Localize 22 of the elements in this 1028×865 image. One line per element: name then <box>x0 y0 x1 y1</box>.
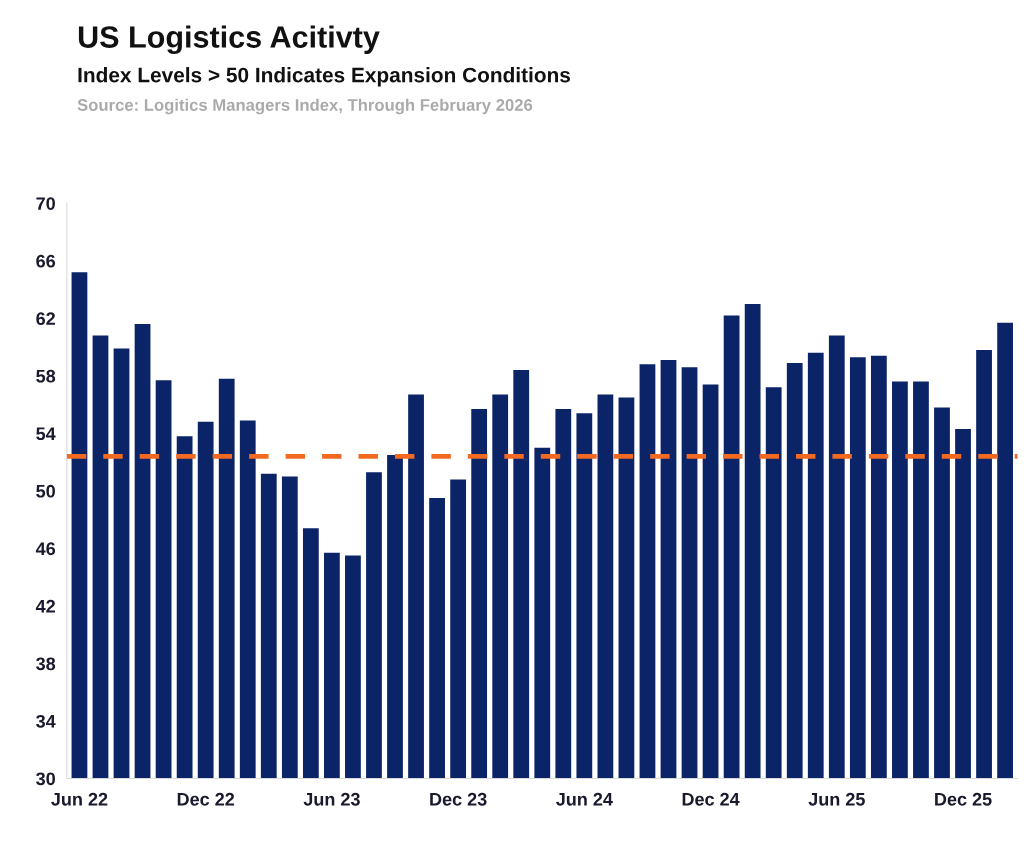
y-tick-label: 38 <box>36 657 56 671</box>
x-tick-label: Jun 22 <box>51 792 108 806</box>
chart-title: US Logistics Acitivty <box>78 25 380 55</box>
chart-subtitle: Index Levels > 50 Indicates Expansion Conditions <box>78 67 571 87</box>
y-tick-label: 70 <box>36 197 55 210</box>
x-tick-label: Dec 22 <box>177 792 235 806</box>
y-tick-label: 66 <box>36 254 56 268</box>
x-tick-label: Jun 23 <box>303 792 360 806</box>
x-tick-label: Dec 24 <box>682 792 740 806</box>
y-tick-label: 54 <box>36 427 56 441</box>
y-tick-label: 50 <box>36 484 55 498</box>
y-tick-label: 62 <box>36 312 55 326</box>
y-tick-label: 34 <box>36 714 56 728</box>
y-tick-label: 42 <box>35 599 55 613</box>
y-tick-label: 46 <box>35 542 56 556</box>
x-tick-label: Jun 24 <box>556 792 613 806</box>
x-tick-label: Jun 25 <box>808 792 865 806</box>
source-note: Source: Logitics Managers Index, Through February 2026 <box>77 98 533 115</box>
y-tick-label: 58 <box>36 369 56 383</box>
y-tick-label: 30 <box>36 772 55 786</box>
x-tick-label: Dec 23 <box>430 792 487 806</box>
x-tick-label: Dec 25 <box>935 792 992 806</box>
